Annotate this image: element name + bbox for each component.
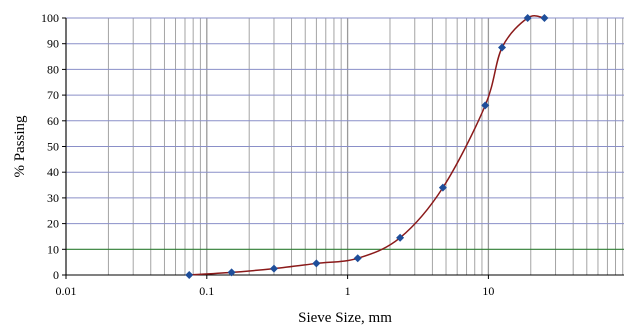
data-point <box>269 264 278 273</box>
grid <box>65 17 624 276</box>
y-tick-label: 60 <box>47 114 59 128</box>
y-tick-label: 20 <box>47 217 59 231</box>
data-point <box>353 254 362 263</box>
x-tick-label: 0.1 <box>199 284 214 298</box>
data-point <box>185 271 194 279</box>
x-axis-title: Sieve Size, mm <box>298 310 392 325</box>
data-point <box>498 43 507 52</box>
x-tick-label: 1 <box>345 284 351 298</box>
y-tick-label: 40 <box>47 165 59 179</box>
y-tick-label: 0 <box>53 268 59 282</box>
y-tick-label: 70 <box>47 88 59 102</box>
axes <box>62 17 624 279</box>
data-point <box>481 101 490 110</box>
tick-labels: 0 10 20 30 40 50 60 70 80 90 100 0.01 0.1 1 10 <box>41 11 494 298</box>
y-tick-label: 30 <box>47 191 59 205</box>
y-tick-label: 90 <box>47 37 59 51</box>
data-point <box>312 259 321 268</box>
data-point <box>227 268 236 277</box>
data-point <box>438 183 447 192</box>
data-point <box>523 14 532 22</box>
x-tick-label: 0.01 <box>56 284 77 298</box>
y-tick-label: 80 <box>47 62 59 76</box>
data-point <box>540 14 549 22</box>
data-point <box>396 233 405 242</box>
y-tick-label: 10 <box>47 242 59 256</box>
series-layer <box>185 14 549 279</box>
y-axis-title: % Passing <box>12 115 28 178</box>
y-tick-label: 50 <box>47 140 59 154</box>
y-tick-label: 100 <box>41 11 59 25</box>
x-tick-label: 10 <box>482 284 494 298</box>
series-line <box>189 15 545 276</box>
